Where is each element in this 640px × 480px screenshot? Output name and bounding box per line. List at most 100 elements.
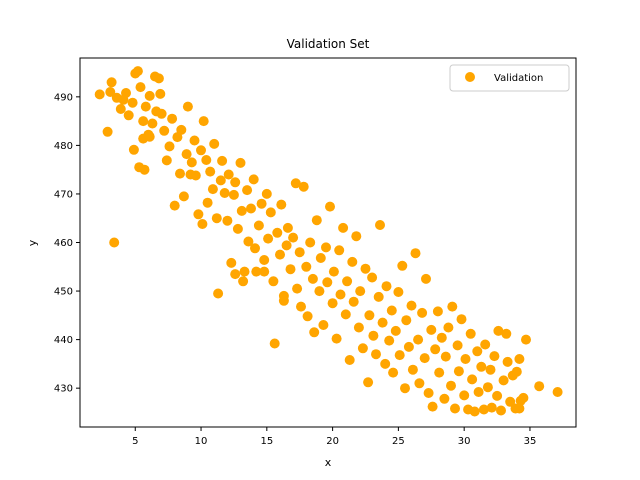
data-point [430, 344, 441, 355]
data-point [128, 144, 139, 155]
data-point [296, 301, 306, 312]
data-point [161, 155, 172, 166]
data-point [186, 157, 197, 168]
data-point [276, 199, 287, 210]
data-point [222, 215, 233, 226]
data-point [278, 295, 289, 306]
data-point [230, 269, 241, 280]
data-point [318, 320, 329, 330]
x-tick-label: 10 [195, 436, 208, 447]
data-point [426, 324, 437, 335]
data-point [331, 333, 342, 344]
data-point [226, 257, 237, 268]
data-point [502, 356, 513, 367]
data-point [269, 338, 280, 349]
data-point [401, 315, 412, 326]
data-point [421, 273, 431, 284]
data-point [386, 305, 397, 316]
data-point [176, 124, 187, 135]
legend-label: Validation [494, 73, 543, 84]
data-point [201, 155, 212, 165]
data-point [373, 291, 384, 302]
data-point [190, 170, 201, 181]
data-point [250, 243, 260, 254]
data-point [390, 325, 401, 336]
data-point [452, 340, 463, 351]
data-point [342, 276, 353, 287]
data-point [388, 367, 399, 378]
data-point [132, 66, 143, 77]
data-point [351, 231, 362, 242]
data-point [211, 213, 222, 224]
data-point [465, 328, 476, 339]
data-point [256, 198, 267, 209]
x-tick-label: 5 [132, 436, 138, 447]
data-point [213, 288, 224, 299]
data-point [364, 310, 375, 321]
data-point [489, 351, 500, 362]
x-axis: 5 10 15 20 25 30 35 [132, 427, 536, 447]
data-point [236, 205, 247, 216]
data-point [473, 387, 484, 397]
data-point [453, 366, 464, 377]
data-point [380, 358, 391, 369]
data-point [259, 266, 270, 277]
data-point [288, 232, 299, 243]
data-point [485, 364, 496, 375]
data-point [198, 116, 209, 127]
data-point [109, 237, 120, 248]
data-point [363, 377, 374, 388]
data-point [353, 322, 364, 333]
plot-area [94, 66, 563, 417]
data-point [348, 296, 359, 307]
data-point [138, 116, 149, 127]
data-point [167, 113, 178, 124]
data-point [235, 157, 246, 168]
data-point [446, 380, 456, 391]
data-point [467, 374, 478, 385]
data-point [338, 222, 349, 233]
data-point [406, 300, 417, 311]
data-point [135, 82, 146, 93]
data-point [393, 287, 404, 297]
data-point [121, 88, 131, 98]
x-tick-label: 30 [458, 436, 471, 447]
data-point [282, 222, 293, 233]
data-point [294, 247, 305, 258]
data-point [202, 197, 213, 208]
data-point [347, 256, 358, 267]
data-point [367, 272, 378, 283]
data-point [243, 236, 254, 247]
y-axis: 430 440 450 460 470 480 490 [54, 92, 80, 395]
data-point [344, 355, 355, 365]
chart-title: Validation Set [287, 37, 370, 51]
data-point [230, 177, 241, 188]
data-point [357, 343, 368, 354]
y-tick-label: 480 [54, 141, 73, 152]
data-point [521, 334, 531, 345]
data-point [175, 168, 185, 179]
data-point [115, 104, 126, 114]
data-point [360, 263, 371, 274]
data-point [511, 366, 522, 377]
data-point [178, 191, 189, 202]
data-point [407, 364, 418, 375]
data-point [155, 88, 166, 99]
data-point [486, 402, 497, 413]
data-point [498, 375, 509, 386]
data-point [105, 87, 116, 97]
data-point [123, 110, 134, 121]
data-point [459, 390, 470, 401]
y-tick-label: 450 [54, 287, 73, 298]
data-point [427, 401, 438, 412]
data-point [285, 264, 296, 275]
data-point [493, 325, 504, 336]
data-point [384, 335, 395, 346]
data-point [209, 138, 220, 149]
data-point [228, 189, 239, 200]
data-point [518, 392, 529, 403]
data-point [106, 77, 117, 88]
data-point [272, 227, 283, 238]
data-point [443, 322, 454, 333]
data-point [375, 220, 385, 230]
